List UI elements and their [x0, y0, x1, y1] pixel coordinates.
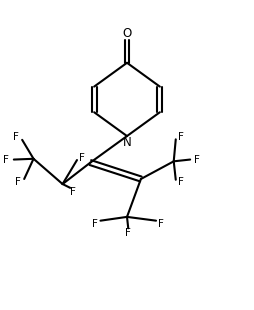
Text: F: F	[3, 155, 9, 165]
Text: O: O	[122, 27, 132, 40]
Text: F: F	[13, 132, 19, 142]
Text: F: F	[158, 219, 164, 229]
Text: N: N	[123, 136, 131, 149]
Text: F: F	[178, 132, 184, 142]
Text: F: F	[70, 187, 76, 197]
Text: F: F	[15, 176, 21, 187]
Text: F: F	[78, 153, 85, 162]
Text: F: F	[125, 228, 131, 238]
Text: F: F	[194, 155, 200, 165]
Text: F: F	[92, 219, 98, 229]
Text: F: F	[178, 177, 184, 187]
